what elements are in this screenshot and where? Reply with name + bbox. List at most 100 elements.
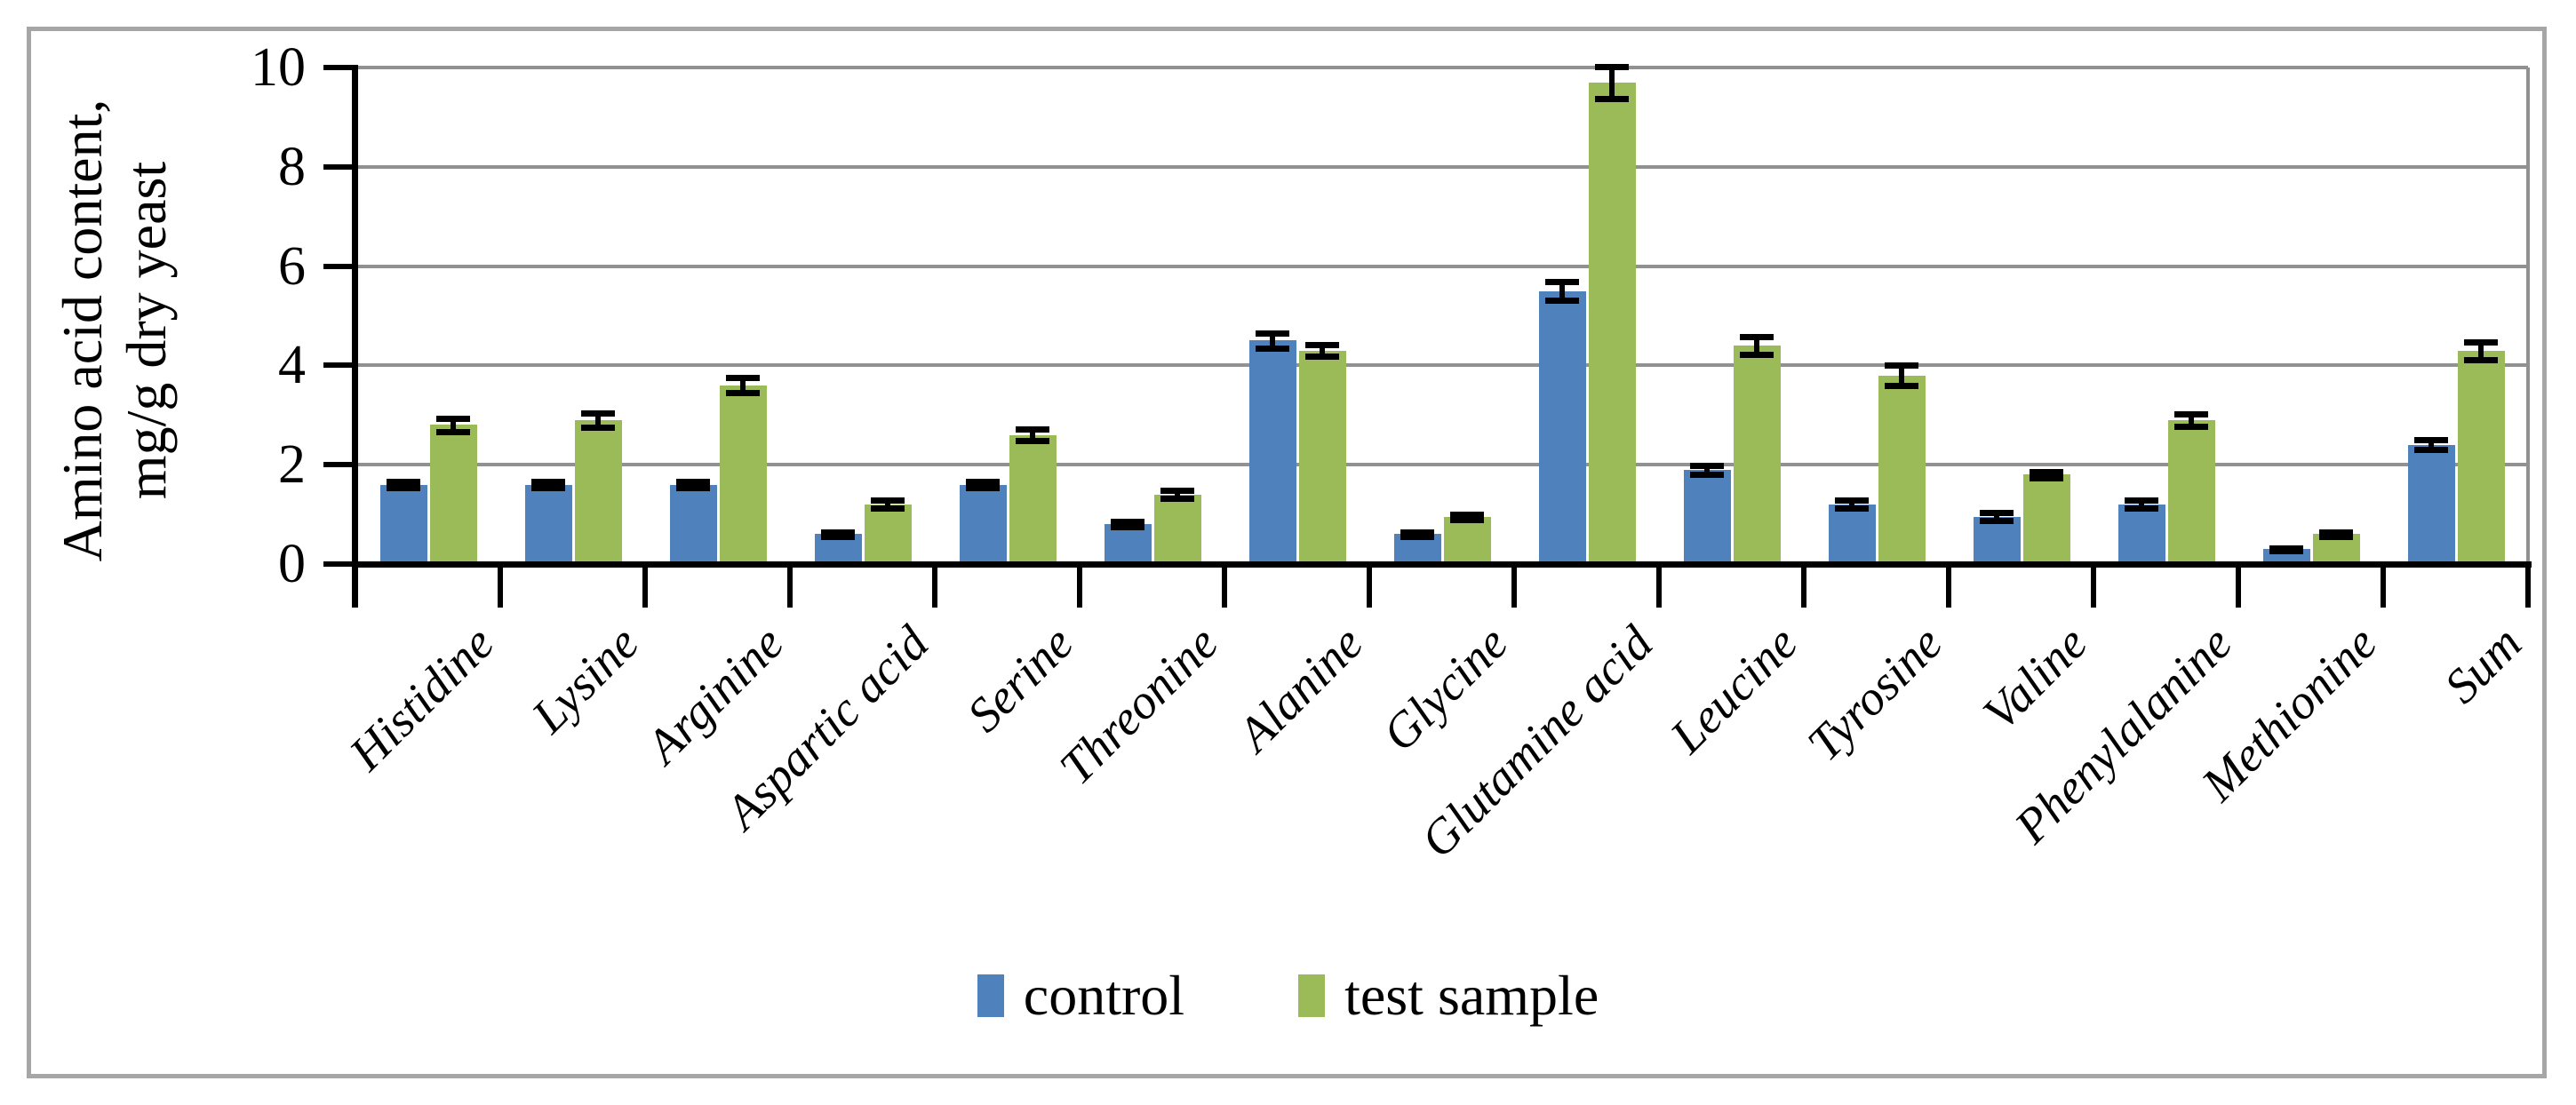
error-bar-cap-top — [1885, 362, 1918, 370]
error-bar-cap-top — [1256, 330, 1289, 338]
test-sample-bar-serine — [1009, 434, 1057, 564]
test-sample-bar-alanine — [1298, 350, 1346, 564]
legend-item-control: control — [977, 964, 1184, 1028]
error-bar-cap-bottom — [1595, 95, 1629, 102]
error-bar — [1030, 428, 1035, 441]
error-bar-cap-bottom — [2464, 356, 2498, 363]
y-tick-label-2: 2 — [278, 434, 306, 496]
error-bar-cap-bottom — [2414, 447, 2448, 454]
test-sample-bar-aspartic-acid — [864, 504, 912, 564]
error-bar-cap-bottom — [1740, 352, 1774, 359]
error-bar — [1754, 336, 1759, 355]
y-tick-10 — [323, 65, 355, 70]
test-sample-series-swatch — [1298, 974, 1326, 1017]
error-bar-cap-bottom — [1256, 345, 1289, 352]
error-bar-cap-bottom — [1400, 533, 1434, 540]
error-bar — [1559, 282, 1565, 300]
y-tick-4 — [323, 362, 355, 369]
error-bar-cap-bottom — [581, 425, 615, 432]
error-bar-cap-bottom — [1160, 496, 1194, 503]
error-bar-cap-top — [1160, 488, 1194, 495]
error-bar — [2139, 500, 2144, 509]
error-bar-cap-bottom — [2269, 547, 2303, 554]
error-bar-cap-top — [387, 478, 420, 485]
error-bar-cap-top — [2464, 338, 2498, 346]
error-bar-cap-top — [531, 478, 565, 485]
test-sample-bar-glutamine-acid — [1588, 82, 1636, 564]
error-bar — [1849, 500, 1854, 509]
test-sample-bar-threonine — [1153, 494, 1201, 564]
y-axis-line — [352, 65, 358, 608]
control-bar-phenylalanine — [2117, 504, 2165, 564]
error-bar-cap-top — [2030, 469, 2063, 476]
gridline-6 — [355, 264, 2528, 268]
control-bar-glutamine-acid — [1538, 290, 1586, 564]
y-tick-label-10: 10 — [251, 37, 306, 98]
error-bar — [740, 378, 746, 394]
error-bar — [1704, 465, 1710, 474]
gridline-2 — [355, 463, 2528, 467]
x-tick-13 — [2236, 564, 2241, 608]
error-bar-cap-bottom — [436, 428, 470, 435]
legend: control test sample — [0, 958, 2576, 1034]
error-bar — [1994, 513, 1999, 521]
error-bar-cap-bottom — [1450, 517, 1484, 524]
error-bar-cap-top — [2125, 497, 2158, 505]
y-tick-label-4: 4 — [278, 335, 306, 396]
control-bar-alanine — [1248, 340, 1296, 564]
error-bar-cap-top — [1835, 497, 1869, 505]
legend-label-test-sample: test sample — [1344, 964, 1599, 1027]
error-bar — [451, 418, 456, 432]
x-tick-12 — [2091, 564, 2096, 608]
x-tick-3 — [787, 564, 793, 608]
x-tick-2 — [642, 564, 648, 608]
error-bar — [1320, 344, 1325, 357]
error-bar-cap-bottom — [2125, 505, 2158, 513]
gridline-4 — [355, 363, 2528, 368]
y-tick-label-0: 0 — [278, 534, 306, 594]
x-tick-14 — [2381, 564, 2386, 608]
error-bar-cap-top — [1400, 529, 1434, 537]
error-bar-cap-bottom — [2174, 423, 2208, 430]
error-bar-cap-top — [1595, 63, 1629, 70]
error-bar-cap-top — [1690, 462, 1724, 469]
error-bar — [1270, 333, 1275, 348]
error-bar-cap-top — [1305, 341, 1339, 348]
error-bar — [1609, 66, 1615, 99]
error-bar-cap-bottom — [1835, 505, 1869, 513]
error-bar-cap-bottom — [1980, 518, 2014, 525]
y-tick-label-8: 8 — [278, 136, 306, 197]
error-bar-cap-top — [726, 375, 760, 382]
legend-item-test-sample: test sample — [1298, 964, 1599, 1028]
control-bar-lysine — [524, 484, 572, 564]
legend-label-control: control — [1023, 964, 1185, 1027]
error-bar-cap-top — [1740, 333, 1774, 340]
error-bar-cap-top — [2174, 411, 2208, 418]
error-bar — [2189, 414, 2194, 426]
x-tick-0 — [353, 564, 358, 608]
control-bar-sum — [2407, 444, 2455, 564]
gridline-8 — [355, 164, 2528, 169]
error-bar-cap-top — [1016, 425, 1049, 433]
error-bar-cap-top — [676, 478, 710, 485]
test-sample-bar-sum — [2457, 350, 2505, 564]
test-sample-bar-leucine — [1733, 346, 1781, 564]
error-bar-cap-bottom — [821, 533, 855, 540]
x-tick-15 — [2525, 564, 2531, 608]
test-sample-bar-arginine — [719, 385, 767, 564]
error-bar-cap-top — [1545, 279, 1579, 286]
error-bar-cap-bottom — [1690, 471, 1724, 478]
error-bar-cap-bottom — [676, 485, 710, 492]
gridline-10 — [355, 66, 2528, 69]
error-bar-cap-bottom — [2030, 474, 2063, 481]
test-sample-bar-histidine — [429, 425, 477, 564]
error-bar-cap-top — [1111, 519, 1144, 526]
x-tick-10 — [1801, 564, 1806, 608]
test-sample-bar-lysine — [574, 419, 622, 564]
x-tick-11 — [1946, 564, 1951, 608]
error-bar-cap-bottom — [1111, 524, 1144, 531]
test-sample-bar-valine — [2022, 474, 2070, 564]
control-series-swatch — [977, 974, 1004, 1017]
error-bar-cap-bottom — [387, 485, 420, 492]
error-bar-cap-top — [2319, 529, 2353, 537]
